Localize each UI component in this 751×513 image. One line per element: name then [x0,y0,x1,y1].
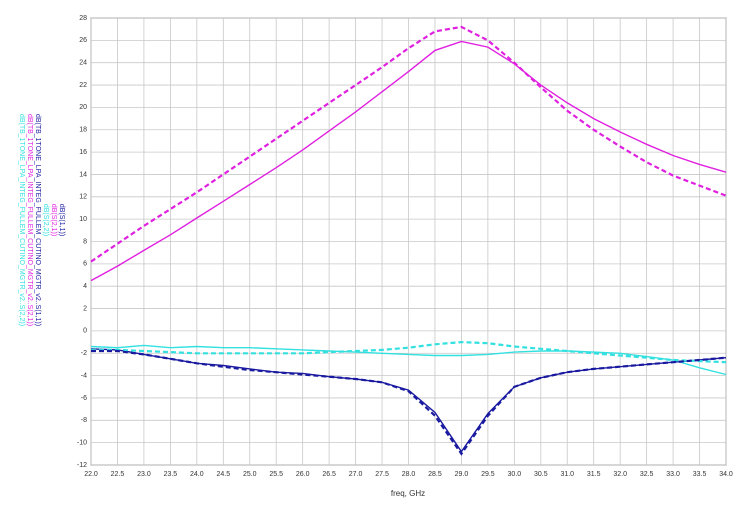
series-line [91,340,727,364]
x-tick-label: 25.5 [269,471,283,478]
x-tick-label: 26.5 [322,471,336,478]
y-tick-label: 24 [79,60,87,67]
x-tick-label: 34.0 [719,471,733,478]
x-tick-label: 28.5 [428,471,442,478]
x-tick-label: 29.0 [455,471,469,478]
y-tick-label: -12 [77,462,87,469]
y-tick-label: 22 [79,82,87,89]
legend-entry: dB(S(2,2)) [42,204,49,236]
x-tick-label: 29.5 [481,471,495,478]
x-tick-label: 24.5 [216,471,230,478]
y-tick-label: 12 [79,194,87,201]
y-tick-label: 20 [79,104,87,111]
x-tick-label: 23.0 [137,471,151,478]
x-tick-label: 22.0 [84,471,98,478]
y-tick-label: -4 [81,372,87,379]
x-axis-label: freq, GHz [391,489,425,498]
series-line [90,40,727,282]
y-tick-label: 8 [83,238,87,245]
series-line [90,344,727,376]
legend-entry: dB(TB_1TONE_LPA_INTEG_FULLEM_CUTINO_MGTR… [26,114,33,326]
legend-entry: dB(TB_1TONE_LPA_INTEG_FULLEM_CUTINO_MGTR… [18,114,25,326]
y-tick-label: 16 [79,149,87,156]
x-tick-label: 31.0 [560,471,574,478]
y-tick-label: 6 [83,261,87,268]
x-tick-label: 32.5 [640,471,654,478]
series-line [91,349,727,456]
x-tick-label: 22.5 [111,471,125,478]
x-tick-label: 26.0 [296,471,310,478]
x-tick-label: 32.0 [613,471,627,478]
series-line [90,25,727,263]
y-tick-label: 2 [83,305,87,312]
y-tick-label: -10 [77,439,87,446]
x-tick-label: 23.5 [164,471,178,478]
x-tick-label: 31.5 [587,471,601,478]
y-tick-label: 4 [83,283,87,290]
y-tick-label: 28 [79,15,87,22]
x-tick-label: 25.0 [243,471,257,478]
legend-entry: dB(S(1,1)) [58,204,65,236]
x-tick-label: 27.0 [349,471,363,478]
y-tick-label: -8 [81,417,87,424]
legend-entry: dB(TB_1TONE_LPA_INTEG_FULLEM_CUTINO_MGTR… [34,114,41,326]
x-tick-label: 24.0 [190,471,204,478]
x-tick-label: 30.0 [508,471,522,478]
y-tick-label: -2 [81,350,87,357]
x-tick-label: 33.5 [693,471,707,478]
y-tick-label: 14 [79,171,87,178]
y-tick-label: 0 [83,328,87,335]
y-tick-label: 18 [79,127,87,134]
x-tick-label: 28.0 [402,471,416,478]
x-tick-label: 30.5 [534,471,548,478]
y-tick-label: -6 [81,395,87,402]
y-tick-label: 26 [79,37,87,44]
x-tick-label: 27.5 [375,471,389,478]
y-tick-label: 10 [79,216,87,223]
x-tick-label: 33.0 [666,471,680,478]
legend-entry: dB(S(2,1)) [50,204,57,236]
